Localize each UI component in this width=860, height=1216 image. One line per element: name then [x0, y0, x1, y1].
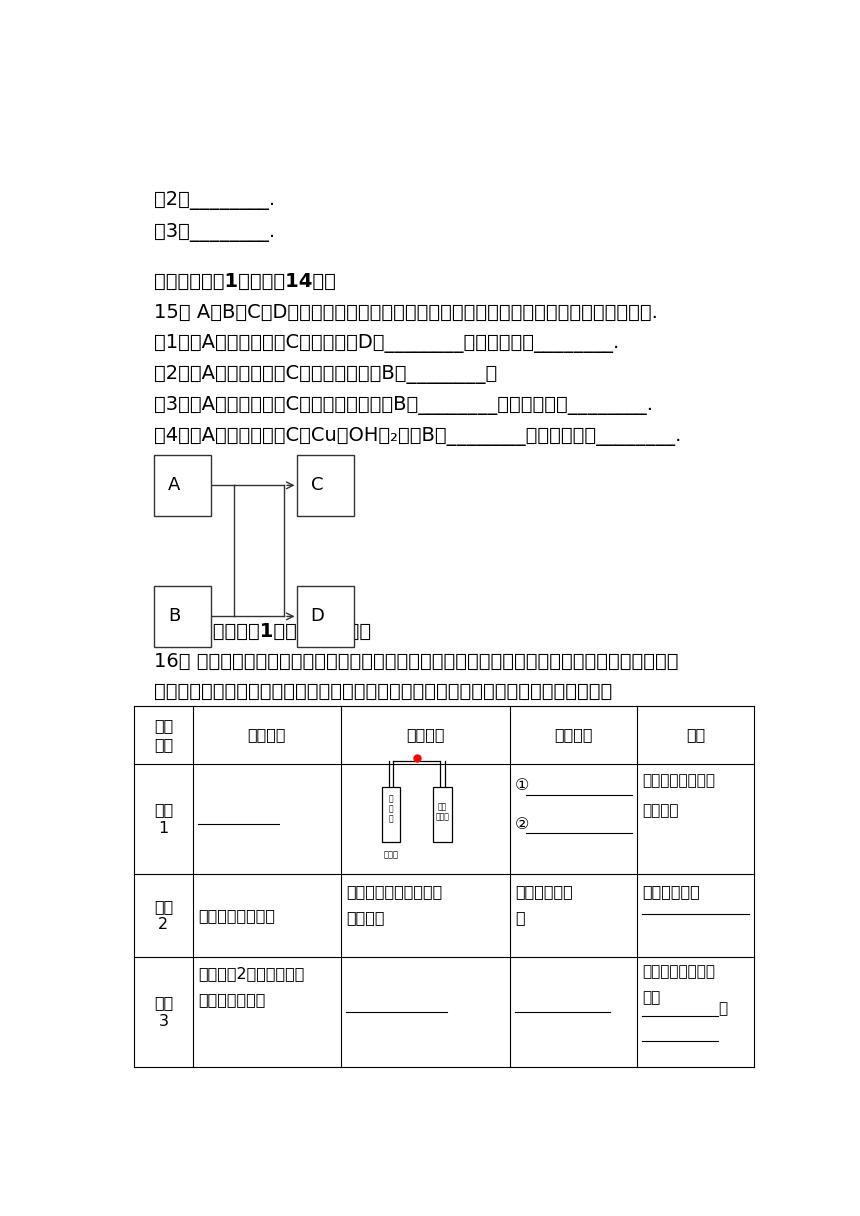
Text: 16． 小青看见爸爸种花时把草木灰洒在花盆中作肌料，她查阅资料得知草木灰的主要成分是一种含: 16． 小青看见爸爸种花时把草木灰洒在花盆中作肌料，她查阅资料得知草木灰的主要成…	[154, 652, 679, 670]
Text: 草木灰: 草木灰	[384, 850, 399, 858]
Text: 草木灰的主要成分: 草木灰的主要成分	[642, 773, 716, 788]
Text: 草
木
灰: 草 木 灰	[389, 795, 394, 823]
Text: 四、实验题（本题朄1小题，內18分）: 四、实验题（本题朄1小题，內18分）	[154, 621, 372, 641]
Text: 溶质: 溶质	[642, 991, 660, 1006]
Text: 向碳酸钾溶液中滴入澄: 向碳酸钾溶液中滴入澄	[346, 884, 442, 899]
Text: 实验方案: 实验方案	[406, 727, 445, 742]
Text: ②: ②	[515, 817, 529, 832]
Text: （3）________.: （3）________.	[154, 223, 275, 242]
Bar	[298, 586, 354, 647]
Text: 清石灰水: 清石灰水	[346, 910, 384, 925]
Text: 探究碳酸钾的性质: 探究碳酸钾的性质	[198, 908, 275, 923]
Text: （1）若A为一氧化碳，C为金属，则D为________；化学方程式________.: （1）若A为一氧化碳，C为金属，则D为________；化学方程式_______…	[154, 334, 619, 353]
Text: 15． A、B、C、D都是九年级化学中的物质，它们存在如图所示的关系（反应条件略去）.: 15． A、B、C、D都是九年级化学中的物质，它们存在如图所示的关系（反应条件略…	[154, 303, 658, 322]
Text: 液中溶质的成份: 液中溶质的成份	[198, 992, 266, 1007]
Text: ①: ①	[515, 778, 529, 793]
Text: 实验
1: 实验 1	[154, 803, 173, 835]
Text: C: C	[311, 477, 323, 495]
Bar	[154, 586, 211, 647]
Text: 实验
序号: 实验 序号	[154, 719, 173, 751]
Text: 实验
2: 实验 2	[154, 899, 173, 933]
Text: 上层清液中有两种: 上层清液中有两种	[642, 964, 716, 979]
Text: A: A	[168, 477, 181, 495]
Text: （2）________.: （2）________.	[154, 191, 275, 210]
Text: 化学方程式为: 化学方程式为	[642, 884, 700, 899]
Text: 实验
3: 实验 3	[154, 995, 173, 1029]
Text: D: D	[310, 608, 324, 625]
Text: B: B	[168, 608, 180, 625]
Bar	[298, 455, 354, 516]
Text: （3）若A为蓝色溶液，C为浅绿色溶液，则B为________；化学方程式________.: （3）若A为蓝色溶液，C为浅绿色溶液，则B为________；化学方程式____…	[154, 396, 653, 415]
Text: （2）若A为常见金属，C为气体单质，则B为________；: （2）若A为常见金属，C为气体单质，则B为________；	[154, 365, 497, 384]
Text: 是碳酸钾: 是碳酸钾	[642, 804, 679, 818]
Text: 结论: 结论	[685, 727, 705, 742]
Text: （4）若A为蓝色溶液，C为Cu（OH）₂，则B为________。化学方程式________.: （4）若A为蓝色溶液，C为Cu（OH）₂，则B为________。化学方程式__…	[154, 427, 681, 446]
Text: 和: 和	[718, 1001, 728, 1015]
Bar	[382, 787, 401, 841]
Bar	[154, 455, 211, 516]
Text: 实验目的: 实验目的	[248, 727, 286, 742]
Text: 实验现象: 实验现象	[554, 727, 593, 742]
Text: 三、（本题朄1小题，內14分）: 三、（本题朄1小题，內14分）	[154, 272, 336, 292]
Text: 澄清
石灰水: 澄清 石灰水	[435, 803, 450, 821]
Text: 探究实验2反应后上层清: 探究实验2反应后上层清	[198, 967, 304, 981]
Text: 锂的化合物．于是她取一些草木灰做了以下实验，请你帮助她将下列实验报告填写完整：: 锂的化合物．于是她取一些草木灰做了以下实验，请你帮助她将下列实验报告填写完整：	[154, 681, 612, 700]
Bar	[433, 787, 452, 841]
Text: 成: 成	[515, 910, 525, 925]
Text: 有白色沉淀生: 有白色沉淀生	[515, 884, 573, 899]
